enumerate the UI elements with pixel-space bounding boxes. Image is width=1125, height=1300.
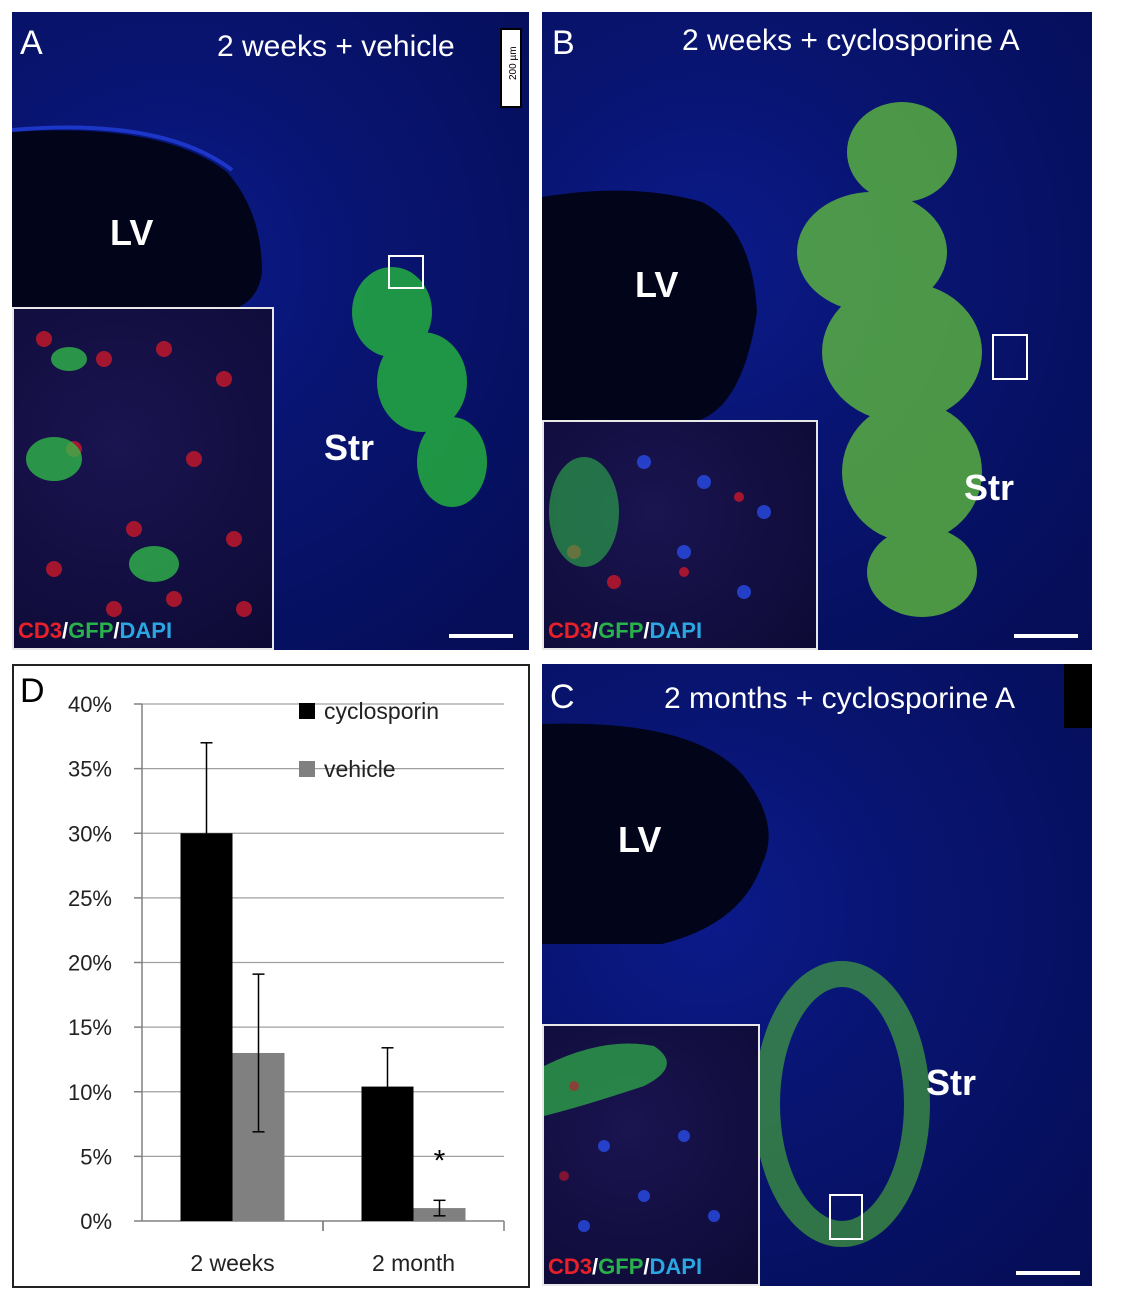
panel-c-lv-label: LV [618,819,662,860]
cd3-label: CD3 [548,618,593,643]
panel-b-title: 2 weeks + cyclosporine A [682,24,1020,57]
gfp-label: GFP [68,618,114,643]
panel-b-micrograph: B 2 weeks + cyclosporine A LV Str CD3/GF… [542,12,1092,650]
panel-b-str-label: Str [964,467,1015,508]
panel-d-chart: D 0% 5% 10% 15% 20% 25% 30% 35% 40% 2 weeks 2 mont… [12,664,530,1288]
panel-a-zoom-box [388,255,424,289]
panel-c-str-label: Str [926,1062,977,1103]
legend-label-cyclosporin: cyclosporin [324,698,439,724]
dapi-label: DAPI [649,618,703,643]
panel-b-stain-legend: CD3/GFP/DAPI [548,618,702,644]
stain-separator: / [643,618,650,643]
stain-separator: / [592,618,599,643]
gfp-label: GFP [598,618,644,643]
legend-label-vehicle: vehicle [324,756,396,782]
panel-a-letter: A [20,24,43,62]
x-tick-label: 2 weeks [190,1250,274,1276]
panel-a-tissue [12,125,487,507]
panel-c-letter: C [550,678,575,716]
panel-d-svg: 0% 5% 10% 15% 20% 25% 30% 35% 40% 2 weeks 2 month *… [68,692,505,1276]
panel-b-inset-cells [549,455,771,599]
panel-a-stain-legend: CD3/GFP/DAPI [18,618,172,644]
panel-a-lv-label: LV [110,212,154,253]
panel-a-scale-bar [449,634,513,638]
y-tick-label: 0% [80,1209,112,1234]
stain-separator: / [592,1254,599,1279]
panel-c-tissue [542,723,930,1247]
y-tick-label: 15% [68,1015,112,1040]
legend-swatch-vehicle [299,761,315,777]
panel-a-inset: CD3/GFP/DAPI [12,307,274,650]
dapi-label: DAPI [649,1254,703,1279]
panel-d-letter: D [20,672,45,710]
panel-c-stain-legend: CD3/GFP/DAPI [548,1254,702,1280]
y-tick-label: 30% [68,821,112,846]
panel-b-inset: CD3/GFP/DAPI [542,420,818,650]
y-tick-label: 35% [68,757,112,782]
panel-c-black-bar [1064,664,1092,728]
y-tick-label: 25% [68,886,112,911]
panel-c-title: 2 months + cyclosporine A [664,682,1016,715]
y-tick-label: 20% [68,951,112,976]
panel-c-zoom-box [829,1194,863,1240]
panel-a-title: 2 weeks + vehicle [217,30,455,63]
panel-c-scale-bar [1016,1271,1080,1275]
panel-b-lv-label: LV [635,264,679,305]
panel-b-letter: B [552,24,575,62]
y-tick-label: 5% [80,1144,112,1169]
panel-b-scale-bar [1014,634,1078,638]
stain-separator: / [643,1254,650,1279]
cd3-label: CD3 [548,1254,593,1279]
panel-c-inset: CD3/GFP/DAPI [542,1024,760,1286]
cd3-label: CD3 [18,618,63,643]
y-tick-label: 40% [68,692,112,717]
panel-b-zoom-box [992,334,1028,380]
panel-a-str-label: Str [324,427,375,468]
significance-marker: * [434,1144,446,1177]
panel-a-scale-label: 200 µm [508,46,519,80]
gfp-label: GFP [598,1254,644,1279]
panel-c-micrograph: C 2 months + cyclosporine A LV Str CD3/G… [542,664,1092,1286]
panel-a-inset-cells [26,331,252,617]
x-tick-label: 2 month [372,1250,455,1276]
y-tick-label: 10% [68,1080,112,1105]
dapi-label: DAPI [119,618,173,643]
panel-b-tissue [542,102,982,617]
panel-a-micrograph: A 2 weeks + vehicle 200 µm LV Str CD3/GF… [12,12,529,650]
panel-a-vertical-scale: 200 µm [500,28,522,108]
stain-separator: / [62,618,69,643]
stain-separator: / [113,618,120,643]
legend-swatch-cyclosporin [299,703,315,719]
panel-c-inset-cells [544,1043,720,1232]
